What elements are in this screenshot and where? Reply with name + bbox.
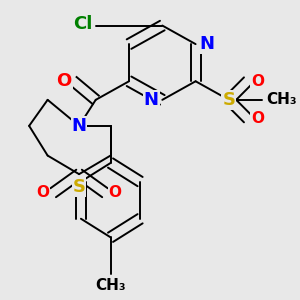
Text: CH₃: CH₃: [266, 92, 296, 107]
Text: O: O: [37, 185, 50, 200]
Text: N: N: [72, 117, 87, 135]
Text: O: O: [251, 111, 264, 126]
Text: S: S: [73, 178, 85, 196]
Text: N: N: [199, 35, 214, 53]
Text: O: O: [109, 185, 122, 200]
Text: O: O: [56, 72, 72, 90]
Text: S: S: [222, 91, 236, 109]
Text: N: N: [144, 91, 159, 109]
Text: CH₃: CH₃: [95, 278, 126, 293]
Text: O: O: [251, 74, 264, 89]
Text: Cl: Cl: [73, 15, 92, 33]
